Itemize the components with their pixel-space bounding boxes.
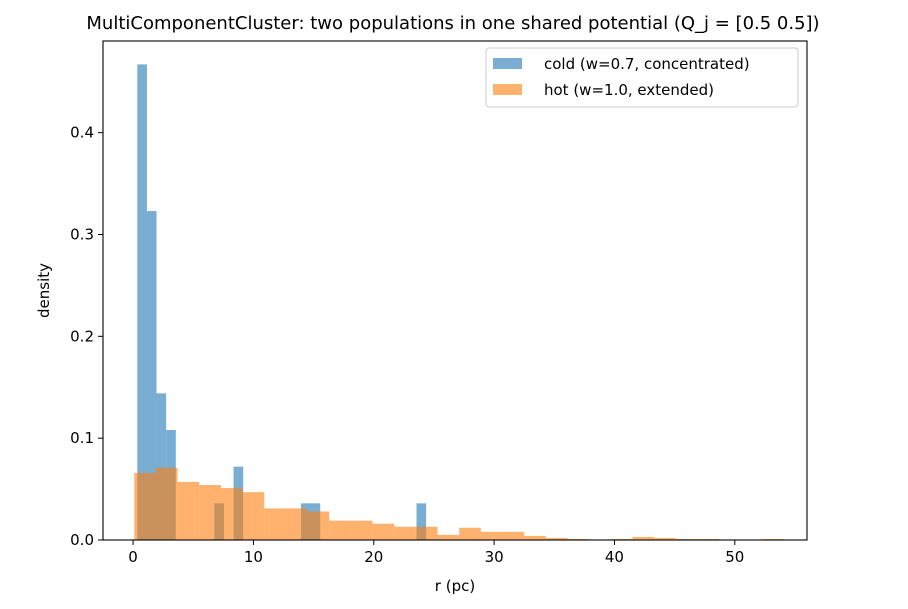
bar-hot-8 (307, 511, 330, 540)
legend: cold (w=0.7, concentrated) hot (w=1.0, e… (485, 47, 799, 108)
bar-hot-14 (437, 534, 460, 540)
bar-hot-18 (524, 535, 546, 540)
legend-label-cold: cold (w=0.7, concentrated) (544, 55, 750, 73)
bar-cold-1 (146, 211, 157, 540)
bar-hot-3 (199, 485, 221, 540)
bars-layer (134, 64, 785, 541)
bar-hot-7 (285, 508, 308, 540)
bar-hot-10 (350, 520, 373, 540)
bar-hot-9 (329, 520, 351, 540)
bar-hot-6 (264, 508, 286, 540)
bar-hot-1 (155, 467, 178, 540)
bar-hot-24 (654, 537, 676, 540)
x-tick-label-40: 40 (605, 548, 624, 566)
y-tick-label-2: 0.2 (70, 327, 94, 345)
y-tick-label-4: 0.4 (70, 124, 94, 142)
legend-label-hot: hot (w=1.0, extended) (544, 81, 714, 99)
x-tick-label-10: 10 (244, 548, 263, 566)
bar-hot-17 (502, 531, 525, 540)
bar-hot-13 (415, 526, 438, 540)
bar-hot-12 (394, 526, 416, 540)
bar-hot-11 (372, 523, 395, 540)
bar-hot-19 (545, 537, 568, 540)
y-tick-label-0: 0.0 (70, 531, 94, 549)
bar-hot-2 (177, 481, 200, 540)
y-tick-label-1: 0.1 (70, 429, 94, 447)
bar-cold-8 (416, 503, 427, 540)
ticks-layer: 0 10 20 30 40 50 0.0 0.1 0.2 0.3 0.4 (70, 124, 744, 566)
y-tick-label-3: 0.3 (70, 225, 94, 243)
x-axis-label: r (pc) (435, 577, 475, 595)
bar-cold-2 (156, 393, 167, 540)
bar-hot-5 (242, 492, 265, 540)
bar-hot-15 (459, 527, 481, 540)
x-tick-label-30: 30 (485, 548, 504, 566)
x-tick-label-50: 50 (725, 548, 744, 566)
chart-title: MultiComponentCluster: two populations i… (86, 13, 819, 34)
bar-hot-0 (134, 472, 156, 540)
legend-box (485, 47, 799, 108)
bar-hot-23 (632, 536, 655, 540)
bar-hot-16 (480, 531, 503, 540)
bar-cold-0 (137, 64, 147, 541)
y-axis-label: density (35, 263, 53, 318)
x-tick-label-20: 20 (364, 548, 383, 566)
x-tick-label-0: 0 (128, 548, 138, 566)
bar-hot-4 (220, 488, 243, 540)
legend-swatch-cold (493, 58, 522, 69)
legend-swatch-hot (493, 84, 522, 95)
plot-frame (102, 40, 808, 541)
